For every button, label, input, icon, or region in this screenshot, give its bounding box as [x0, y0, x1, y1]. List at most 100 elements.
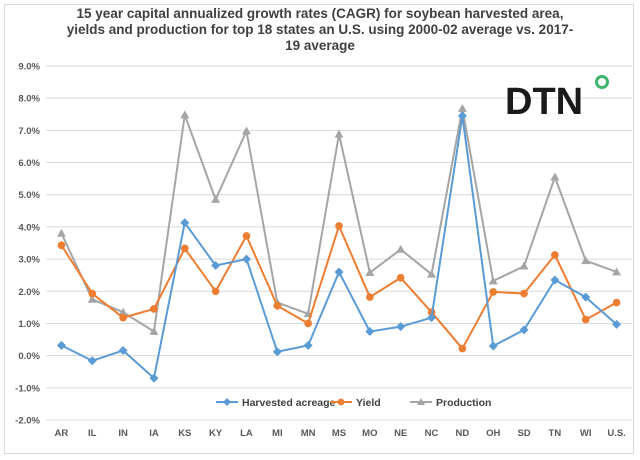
legend-label: Yield — [356, 397, 381, 409]
chart-title-line-1: 15 year capital annualized growth rates … — [76, 6, 564, 21]
data-point — [273, 301, 282, 310]
y-tick-label: 5.0% — [18, 190, 40, 201]
x-tick-label: LA — [240, 428, 253, 439]
x-tick-label: NC — [425, 428, 439, 439]
y-tick-label: -1.0% — [15, 383, 40, 394]
data-point — [551, 251, 559, 259]
legend-label: Harvested acreage — [242, 397, 336, 409]
y-tick-label: 1.0% — [18, 319, 40, 330]
data-point — [581, 256, 591, 265]
data-point — [488, 276, 498, 285]
data-point — [150, 305, 158, 313]
data-point — [489, 288, 498, 296]
dtn-logo-text: DTN — [505, 81, 583, 123]
data-point — [581, 315, 590, 324]
data-point — [334, 129, 344, 138]
x-tick-label: MI — [272, 428, 283, 439]
data-point — [119, 313, 127, 322]
data-point — [612, 298, 621, 307]
data-point — [612, 267, 622, 276]
data-point — [396, 244, 406, 253]
y-axis-tick-labels: -2.0% -1.0% 0.0% 1.0% 2.0% 3.0% 4.0% 5.0% 6.0% 7.… — [15, 62, 40, 427]
data-point — [417, 398, 425, 405]
data-point — [612, 319, 622, 329]
x-tick-label: AR — [55, 428, 69, 439]
data-point — [488, 341, 498, 351]
data-point — [211, 287, 220, 296]
data-point — [365, 327, 375, 336]
legend: Harvested acreage Yield Production — [216, 397, 491, 409]
data-point — [211, 195, 221, 203]
data-point — [149, 327, 159, 335]
y-tick-label: 6.0% — [18, 158, 40, 169]
data-point — [427, 269, 437, 278]
series-production — [56, 103, 622, 335]
x-tick-label: NE — [394, 428, 407, 439]
y-tick-label: 2.0% — [18, 287, 40, 298]
x-tick-label: KY — [209, 428, 223, 439]
x-tick-label: WI — [580, 428, 592, 439]
data-point — [88, 289, 97, 298]
x-tick-label: KS — [178, 428, 191, 439]
data-point — [241, 254, 251, 264]
x-tick-label: SD — [517, 428, 530, 439]
data-point — [242, 232, 251, 240]
data-point — [520, 289, 528, 298]
data-point — [180, 218, 190, 228]
series-line — [60, 107, 617, 333]
dtn-logo-ring-icon — [595, 75, 609, 89]
data-point — [56, 340, 66, 350]
data-point — [337, 398, 345, 406]
data-point — [550, 275, 560, 285]
data-point — [365, 268, 375, 276]
data-point — [118, 307, 128, 316]
x-tick-label: IL — [88, 428, 97, 439]
data-point — [457, 103, 467, 112]
data-point — [241, 126, 251, 135]
data-point — [519, 325, 529, 335]
data-point — [87, 356, 97, 366]
y-tick-label: 4.0% — [18, 222, 40, 233]
x-tick-label: MO — [362, 428, 377, 439]
data-point — [366, 293, 374, 301]
x-tick-label: IA — [149, 428, 159, 439]
x-tick-label: IN — [118, 428, 128, 439]
data-point — [581, 292, 591, 302]
data-point — [304, 319, 312, 328]
chart-frame — [4, 4, 634, 454]
data-point — [303, 340, 313, 350]
x-axis-tick-labels: AR IL IN IA KS KY LA MI MN MS MO NE NC ND OH SD TN WI U.S. — [55, 428, 626, 439]
chart-title-line-2: yields and production for top 18 states … — [66, 22, 574, 37]
legend-label: Production — [436, 397, 491, 409]
data-point — [149, 373, 159, 383]
legend-item: Harvested acreage — [216, 397, 336, 409]
series-line — [60, 114, 618, 380]
data-point — [223, 398, 231, 406]
series-harvested-acreage — [56, 111, 622, 383]
data-point — [118, 345, 128, 355]
x-tick-label: MN — [301, 428, 316, 439]
data-point — [211, 261, 221, 271]
data-point — [335, 222, 343, 230]
gridlines — [46, 65, 632, 421]
y-tick-label: 0.0% — [18, 351, 40, 362]
chart-title: 15 year capital annualized growth rates … — [40, 6, 600, 54]
data-point — [180, 110, 190, 119]
series-yield — [57, 222, 621, 353]
data-point — [334, 267, 344, 277]
data-point — [87, 294, 97, 303]
series-lines — [56, 103, 622, 383]
x-tick-label: ND — [456, 428, 470, 439]
x-tick-label: OH — [486, 428, 500, 439]
legend-item: Yield — [330, 397, 381, 409]
legend-item: Production — [410, 397, 491, 409]
data-point — [550, 172, 560, 181]
x-tick-label: MS — [332, 428, 346, 439]
y-tick-label: 9.0% — [18, 62, 40, 73]
y-tick-label: 3.0% — [18, 255, 40, 266]
x-tick-label: TN — [549, 428, 562, 439]
data-point — [272, 347, 282, 357]
x-tick-label: U.S. — [607, 428, 625, 439]
data-point — [457, 111, 467, 121]
